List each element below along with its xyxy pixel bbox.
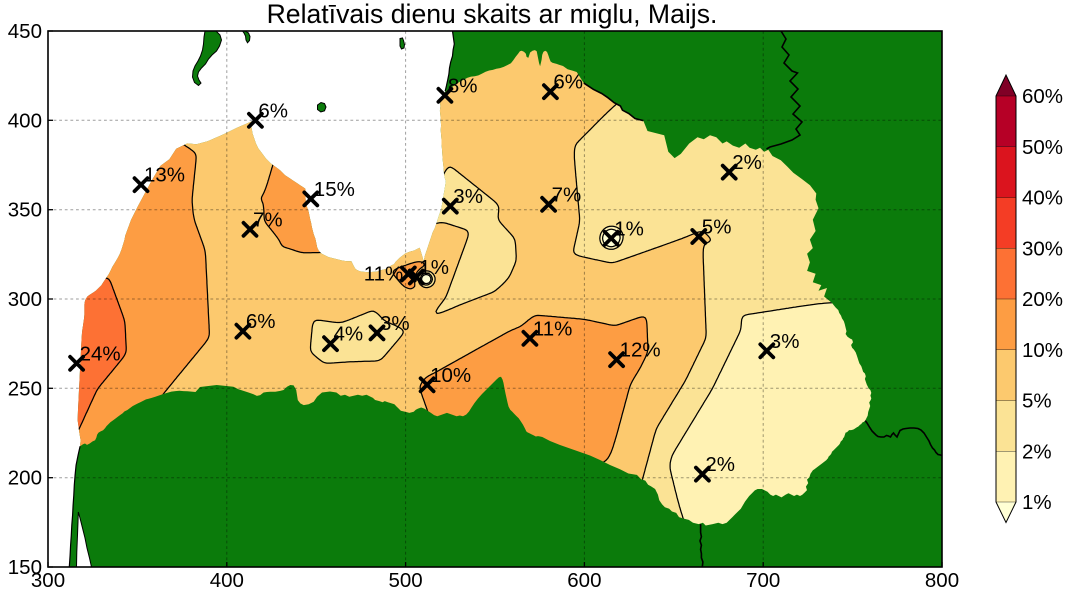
- svg-text:400: 400: [210, 569, 244, 592]
- svg-text:3%: 3%: [770, 330, 800, 353]
- svg-text:6%: 6%: [258, 99, 288, 122]
- svg-text:3%: 3%: [453, 185, 483, 208]
- svg-text:6%: 6%: [246, 310, 276, 333]
- svg-text:11%: 11%: [364, 263, 404, 286]
- svg-text:11%: 11%: [533, 317, 573, 340]
- svg-text:Relatīvais dienu skaits ar mig: Relatīvais dienu skaits ar miglu, Maijs.: [267, 0, 718, 29]
- svg-text:6%: 6%: [553, 71, 583, 94]
- svg-text:400: 400: [8, 109, 42, 132]
- svg-text:4%: 4%: [334, 323, 364, 346]
- svg-text:7%: 7%: [253, 208, 283, 231]
- svg-text:2%: 2%: [1022, 440, 1052, 463]
- svg-text:20%: 20%: [1022, 288, 1063, 311]
- svg-text:7%: 7%: [552, 183, 582, 206]
- svg-text:2%: 2%: [732, 151, 762, 174]
- svg-text:700: 700: [746, 569, 780, 592]
- svg-text:5%: 5%: [1022, 390, 1052, 413]
- svg-text:200: 200: [8, 467, 42, 490]
- svg-text:24%: 24%: [80, 342, 121, 365]
- svg-text:13%: 13%: [144, 164, 185, 187]
- svg-text:40%: 40%: [1022, 187, 1063, 210]
- svg-text:600: 600: [567, 569, 601, 592]
- svg-text:50%: 50%: [1022, 136, 1063, 159]
- svg-text:450: 450: [8, 20, 42, 43]
- svg-text:15%: 15%: [314, 178, 355, 201]
- svg-text:30%: 30%: [1022, 237, 1063, 260]
- svg-text:300: 300: [31, 569, 65, 592]
- svg-text:2%: 2%: [705, 453, 735, 476]
- svg-text:8%: 8%: [448, 74, 478, 97]
- svg-text:1%: 1%: [614, 217, 644, 240]
- svg-text:250: 250: [8, 377, 42, 400]
- svg-text:500: 500: [388, 569, 422, 592]
- svg-text:5%: 5%: [702, 216, 732, 239]
- svg-text:300: 300: [8, 288, 42, 311]
- svg-text:1%: 1%: [1022, 491, 1052, 514]
- svg-text:12%: 12%: [620, 339, 661, 362]
- svg-text:1%: 1%: [419, 256, 449, 279]
- svg-text:3%: 3%: [380, 312, 410, 335]
- svg-text:350: 350: [8, 199, 42, 222]
- svg-text:10%: 10%: [430, 364, 471, 387]
- svg-text:10%: 10%: [1022, 339, 1063, 362]
- svg-text:800: 800: [925, 569, 959, 592]
- svg-text:150: 150: [8, 556, 42, 579]
- svg-text:60%: 60%: [1022, 85, 1063, 108]
